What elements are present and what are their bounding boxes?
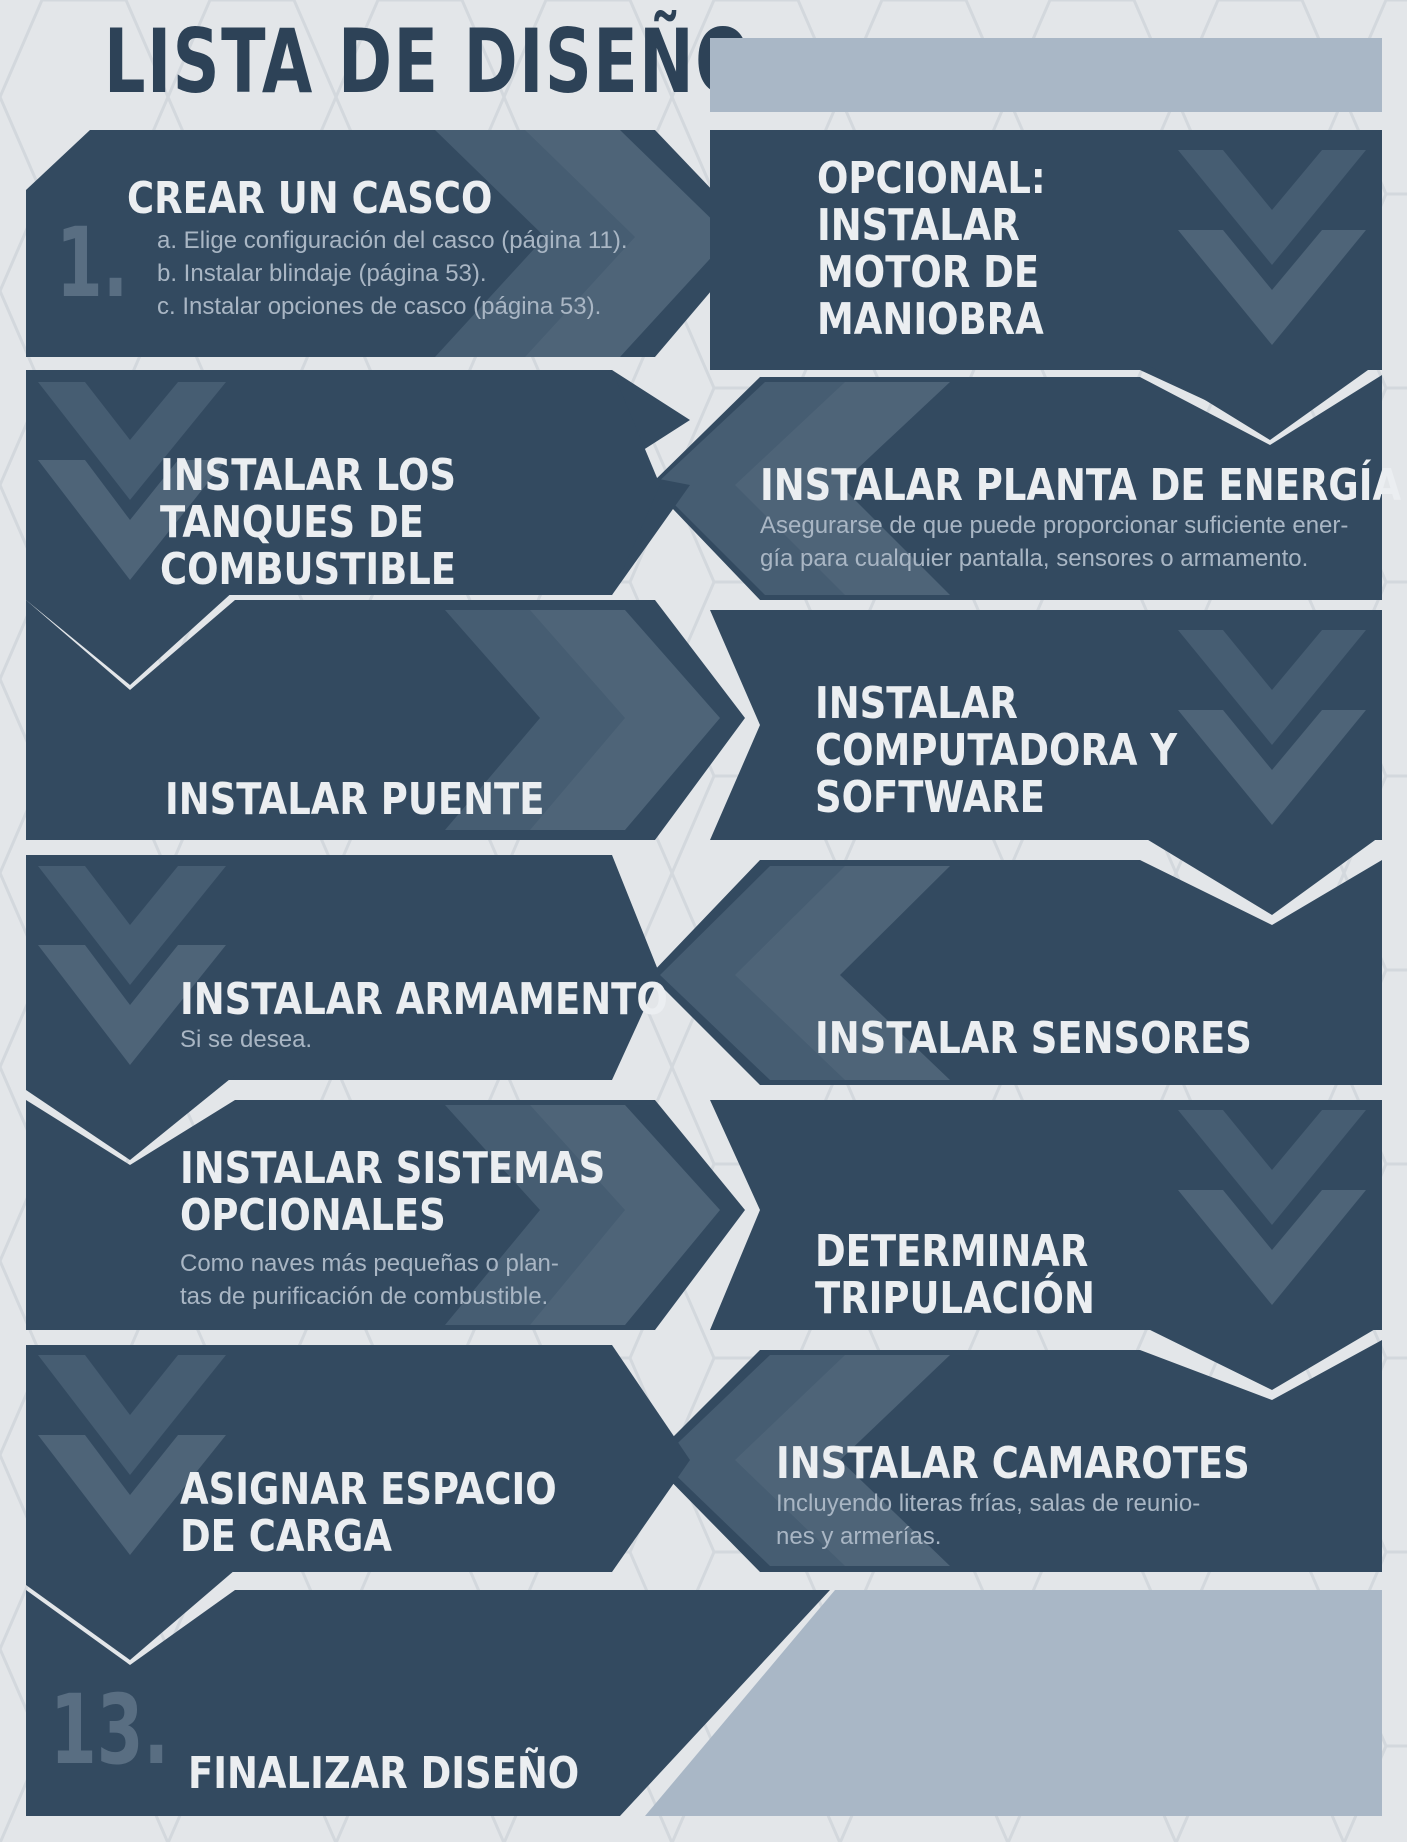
step-2-chevrons — [1178, 150, 1366, 345]
step-13-number: 13. — [50, 1674, 170, 1786]
step-9-chevrons — [445, 1105, 720, 1325]
step-5-heading: INSTALAR PUENTE — [165, 774, 545, 825]
step-10-text: DETERMINAR TRIPULACIÓN — [815, 1228, 1148, 1322]
step-3-chevrons — [655, 382, 950, 595]
step-8-note: Si se desea. — [180, 1026, 313, 1053]
step-4-heading-line-2: TANQUES DE — [160, 497, 424, 548]
step-10-chevrons — [1178, 1110, 1366, 1305]
step-11-chevrons — [660, 1355, 950, 1566]
step-9-heading-line-1: INSTALAR SISTEMAS — [180, 1143, 606, 1194]
step-12-chevrons — [38, 1355, 226, 1555]
step-7-text: INSTALAR SENSORES — [815, 1015, 1335, 1062]
step-2-heading-line-4: MANIOBRA — [817, 294, 1044, 345]
step-11-heading: INSTALAR CAMAROTES — [776, 1438, 1250, 1489]
step-3-note-line-1: Asegurarse de que puede proporcionar suf… — [760, 512, 1349, 539]
step-11-note-line-2: nes y armerías. — [776, 1523, 942, 1550]
step-9-note-line-2: tas de purificación de combustible. — [180, 1283, 549, 1310]
step-10-heading-line-1: DETERMINAR — [815, 1226, 1089, 1277]
step-1-number: 1. — [56, 207, 129, 319]
step-11-note-line-1: Incluyendo literas frías, salas de reuni… — [776, 1490, 1201, 1517]
step-2-heading-line-1: OPCIONAL: — [817, 153, 1046, 204]
step-2-text: OPCIONAL: INSTALAR MOTOR DE MANIOBRA — [817, 155, 1089, 343]
step-6-heading-line-1: INSTALAR — [815, 678, 1018, 729]
step-1-chevrons — [435, 130, 730, 357]
step-1-item-b: b. Instalar blindaje (página 53). — [157, 260, 487, 287]
step-6-text: INSTALAR COMPUTADORA Y SOFTWARE — [815, 680, 1246, 821]
step-13-text: FINALIZAR DISEÑO — [188, 1750, 654, 1797]
step-4-heading-line-1: INSTALAR LOS — [160, 450, 457, 501]
step-5-chevrons — [445, 610, 720, 830]
step-3-note-line-2: gía para cualquier pantalla, sensores o … — [760, 545, 1309, 572]
step-8-heading: INSTALAR ARMAMENTO — [180, 974, 668, 1025]
step-7-heading: INSTALAR SENSORES — [815, 1013, 1252, 1064]
step-12-text: ASIGNAR ESPACIO DE CARGA — [180, 1466, 628, 1560]
step-1-item-c: c. Instalar opciones de casco (página 53… — [157, 293, 602, 320]
step-9-text: INSTALAR SISTEMAS OPCIONALES Como naves … — [180, 1145, 686, 1313]
step-12-heading-line-1: ASIGNAR ESPACIO — [180, 1464, 557, 1515]
step-4-text: INSTALAR LOS TANQUES DE COMBUSTIBLE — [160, 452, 512, 593]
step-12-heading-line-2: DE CARGA — [180, 1511, 392, 1562]
step-6-heading-line-3: SOFTWARE — [815, 772, 1045, 823]
step-3-text: INSTALAR PLANTA DE ENERGÍA Asegurarse de… — [760, 462, 1407, 575]
step-6-chevrons — [1178, 630, 1366, 825]
step-8-chevrons — [38, 866, 226, 1065]
step-10-panel — [710, 1100, 1382, 1330]
step-11-text: INSTALAR CAMAROTES Incluyendo literas fr… — [776, 1440, 1340, 1553]
step-9-note-line-1: Como naves más pequeñas o plan- — [180, 1250, 559, 1277]
step-13-heading: FINALIZAR DISEÑO — [188, 1748, 580, 1799]
step-1-text: CREAR UN CASCO a. Elige configuración de… — [127, 175, 628, 323]
step-6-heading-line-2: COMPUTADORA Y — [815, 725, 1178, 776]
step-8-text: INSTALAR ARMAMENTO Si se desea. — [180, 976, 761, 1056]
step-12-panel — [26, 1345, 690, 1572]
page-title: LISTA DE DISEÑO — [104, 10, 752, 113]
step-5-text: INSTALAR PUENTE — [165, 776, 617, 823]
step-7-chevrons — [660, 866, 950, 1080]
step-4-heading-line-3: COMBUSTIBLE — [160, 544, 457, 595]
step-1-item-a: a. Elige configuración del casco (página… — [157, 227, 628, 254]
step-1-heading: CREAR UN CASCO — [127, 173, 493, 224]
step-2-heading-line-2: INSTALAR — [817, 200, 1020, 251]
step-13-panel — [26, 1590, 830, 1816]
step-10-heading-line-2: TRIPULACIÓN — [815, 1273, 1095, 1324]
step-9-heading-line-2: OPCIONALES — [180, 1190, 446, 1241]
final-accent-block — [645, 1590, 1382, 1816]
step-2-heading-line-3: MOTOR DE — [817, 247, 1040, 298]
step-3-heading: INSTALAR PLANTA DE ENERGÍA — [760, 460, 1402, 511]
step-4-chevrons — [38, 382, 226, 580]
title-accent-bar — [710, 38, 1382, 112]
